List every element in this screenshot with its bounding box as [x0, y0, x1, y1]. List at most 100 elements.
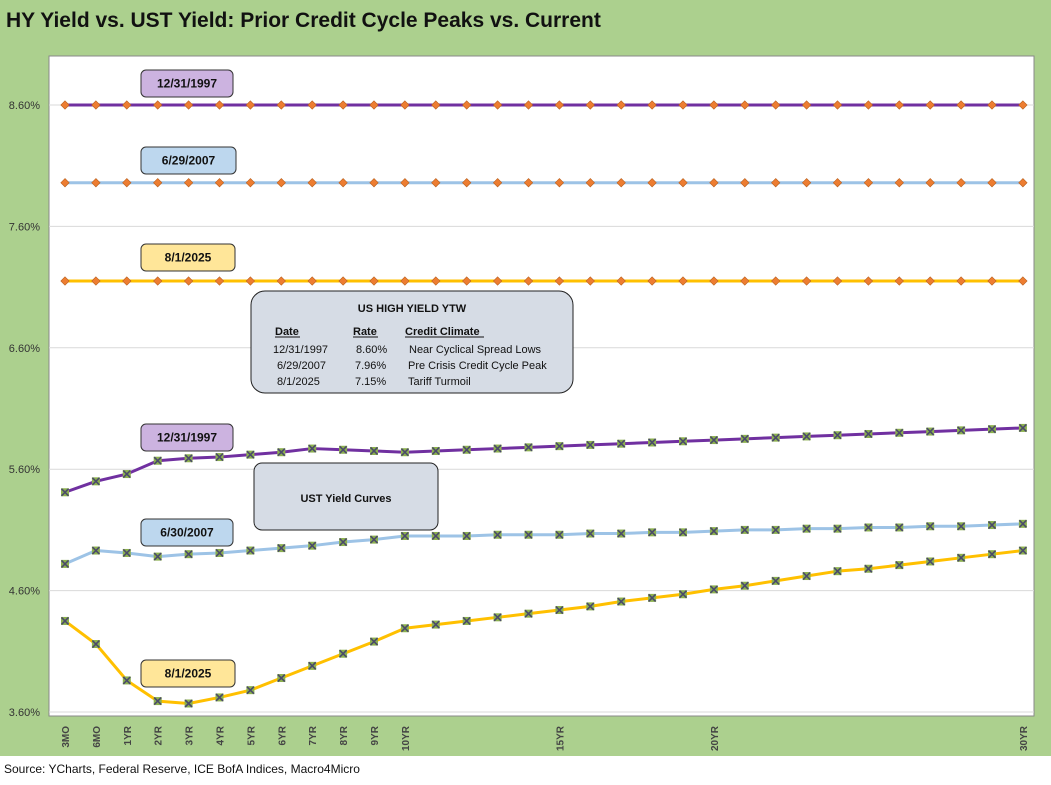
- data-point: [523, 100, 534, 110]
- data-point: [926, 522, 935, 531]
- y-tick-label: 6.60%: [9, 343, 40, 355]
- data-point: [1018, 276, 1028, 286]
- date-callout-label: 8/1/2025: [165, 251, 212, 265]
- data-point: [492, 178, 503, 188]
- data-point: [863, 178, 874, 188]
- data-point: [956, 100, 966, 110]
- data-point: [987, 178, 997, 188]
- date-callout-label: 12/31/1997: [157, 77, 217, 91]
- data-point: [184, 454, 193, 463]
- data-point: [523, 178, 534, 188]
- data-point: [987, 276, 997, 286]
- data-point: [122, 469, 131, 479]
- data-point: [91, 639, 100, 649]
- data-point: [771, 576, 780, 585]
- data-point: [91, 100, 101, 110]
- callout-layer: 12/31/1997 6/29/2007 8/1/2025 12/31/1997 6/3…: [140, 69, 237, 688]
- data-point: [987, 425, 997, 434]
- data-point: [276, 100, 286, 110]
- data-point: [277, 448, 286, 457]
- data-point: [60, 616, 70, 626]
- data-point: [832, 276, 843, 286]
- data-point: [338, 178, 348, 188]
- data-point: [709, 178, 719, 188]
- data-point: [678, 590, 688, 599]
- data-point: [801, 100, 812, 110]
- data-point: [648, 593, 657, 602]
- x-tick-label: 30YR: [1019, 725, 1030, 751]
- data-point: [400, 276, 410, 286]
- data-point: [833, 524, 842, 533]
- y-tick-label: 7.60%: [9, 221, 40, 233]
- data-point: [153, 178, 163, 188]
- data-point: [215, 548, 224, 558]
- data-point: [802, 571, 811, 581]
- data-point: [246, 450, 255, 459]
- data-point: [122, 178, 132, 188]
- data-point: [431, 276, 441, 286]
- data-point: [462, 616, 471, 626]
- data-point: [709, 527, 718, 536]
- data-point: [894, 276, 904, 286]
- data-point: [1018, 546, 1027, 555]
- data-point: [277, 673, 286, 683]
- data-point: [709, 100, 719, 110]
- hy-info-header-rate: Rate: [353, 326, 377, 338]
- data-point: [987, 520, 997, 530]
- data-point: [153, 100, 163, 110]
- data-point: [926, 427, 935, 436]
- date-callout: 12/31/1997: [140, 423, 234, 452]
- hy-info-row-climate: Near Cyclical Spread Lows: [409, 344, 542, 356]
- data-point: [864, 564, 873, 573]
- data-point: [586, 602, 595, 611]
- data-point: [925, 276, 935, 286]
- data-point: [647, 276, 657, 286]
- data-point: [956, 276, 966, 286]
- data-point: [648, 438, 657, 447]
- data-point: [957, 426, 966, 435]
- data-point: [586, 529, 595, 538]
- hy-info-row-date: 6/29/2007: [277, 360, 326, 372]
- hy-info-row-rate: 8.60%: [356, 344, 387, 356]
- data-point: [925, 100, 935, 110]
- data-point: [678, 276, 688, 286]
- x-tick-label: 1YR: [123, 725, 134, 745]
- data-point: [894, 100, 904, 110]
- y-axis: 3.60% 4.60% 5.60% 6.60% 7.60% 8.60%: [9, 100, 40, 719]
- date-callout-label: 12/31/1997: [157, 431, 217, 445]
- hy-info-row-date: 12/31/1997: [273, 344, 328, 356]
- data-point: [740, 100, 750, 110]
- data-point: [214, 178, 225, 188]
- data-point: [431, 178, 441, 188]
- data-point: [709, 585, 718, 594]
- data-point: [617, 597, 626, 606]
- y-tick-label: 5.60%: [9, 464, 40, 476]
- data-point: [60, 100, 70, 110]
- data-point: [462, 100, 472, 110]
- data-point: [91, 178, 101, 188]
- data-point: [493, 613, 502, 622]
- data-point: [60, 276, 70, 286]
- data-point: [709, 435, 718, 445]
- data-point: [492, 100, 503, 110]
- title-bar: HY Yield vs. UST Yield: Prior Credit Cyc…: [0, 0, 1051, 42]
- ust-info-box-label: UST Yield Curves: [300, 493, 391, 505]
- data-point: [555, 605, 564, 615]
- data-point: [338, 100, 348, 110]
- data-point: [339, 649, 348, 658]
- x-tick-label: 4YR: [216, 725, 227, 745]
- data-point: [122, 676, 131, 685]
- data-point: [400, 531, 409, 541]
- x-tick-label: 10YR: [401, 725, 412, 751]
- data-point: [647, 100, 657, 110]
- chart: 3.60% 4.60% 5.60% 6.60% 7.60% 8.60% 3MO 6MO 1YR…: [9, 55, 1035, 751]
- data-point: [462, 531, 471, 541]
- data-point: [740, 276, 750, 286]
- data-point: [801, 276, 812, 286]
- data-point: [493, 444, 502, 453]
- data-point: [617, 529, 626, 538]
- data-point: [153, 552, 162, 561]
- x-tick-label: 15YR: [555, 725, 566, 751]
- data-point: [122, 548, 131, 558]
- data-point: [122, 276, 132, 286]
